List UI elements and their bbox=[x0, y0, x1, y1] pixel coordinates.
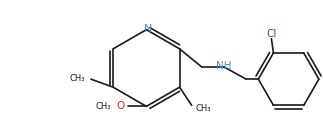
Text: CH₃: CH₃ bbox=[69, 74, 85, 83]
Text: NH: NH bbox=[216, 61, 232, 71]
Text: Cl: Cl bbox=[266, 29, 276, 39]
Text: N: N bbox=[144, 24, 152, 34]
Text: CH₃: CH₃ bbox=[96, 102, 111, 111]
Text: CH₃: CH₃ bbox=[196, 104, 211, 113]
Text: O: O bbox=[116, 101, 124, 111]
